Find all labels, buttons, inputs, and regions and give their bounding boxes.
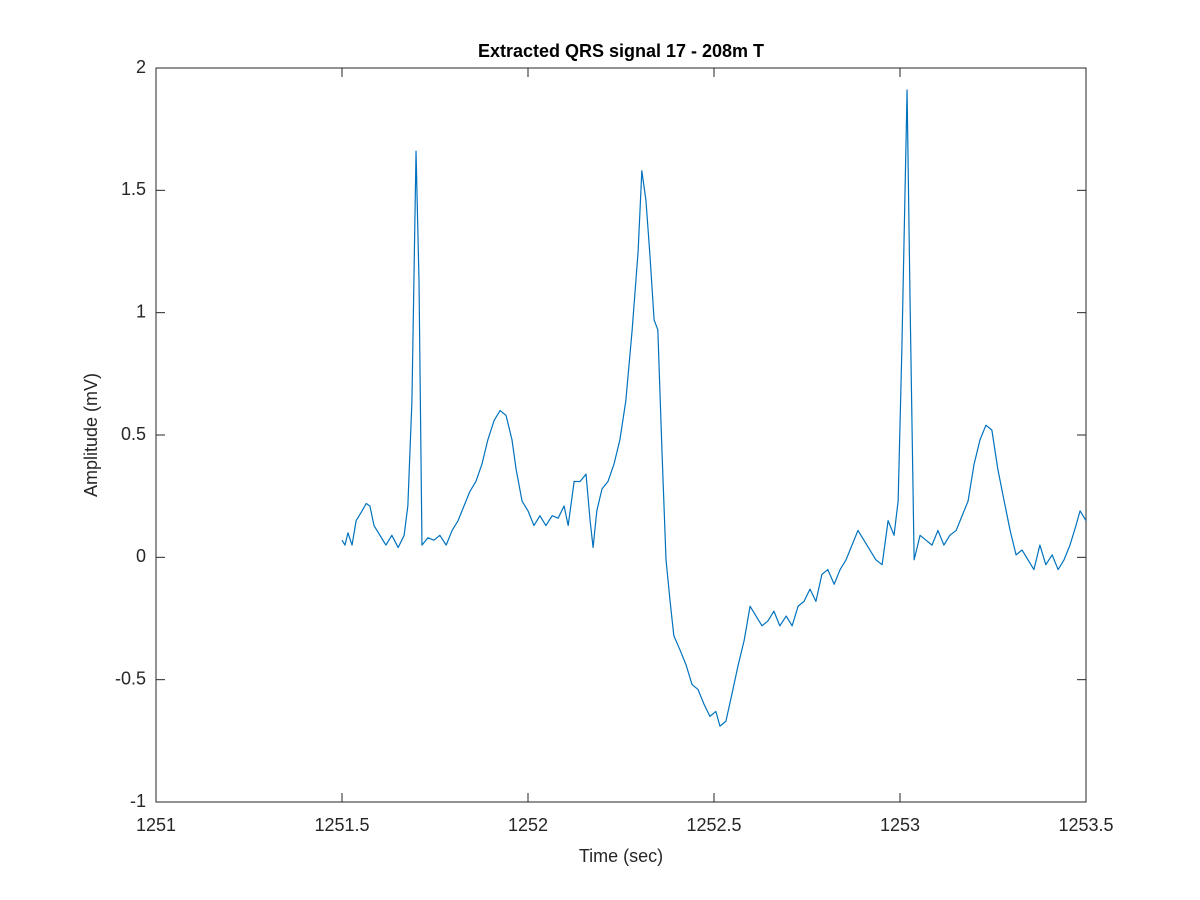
y-tick-label: -1 [130,791,146,811]
x-tick-label: 1252.5 [686,815,741,835]
y-tick-label: -0.5 [115,668,146,688]
x-tick-label: 1251.5 [314,815,369,835]
x-tick-label: 1253 [880,815,920,835]
y-tick-label: 0 [136,546,146,566]
y-tick-label: 1 [136,301,146,321]
y-axis-label: Amplitude (mV) [81,373,101,497]
signal-line [341,89,1087,727]
chart-title: Extracted QRS signal 17 - 208m T [478,41,764,61]
x-tick-label: 1253.5 [1058,815,1113,835]
y-tick-label: 0.5 [121,424,146,444]
x-axis-label: Time (sec) [579,846,663,866]
y-tick-label: 2 [136,57,146,77]
y-tick-label: 1.5 [121,179,146,199]
x-tick-label: 1251 [136,815,176,835]
x-tick-label: 1252 [508,815,548,835]
